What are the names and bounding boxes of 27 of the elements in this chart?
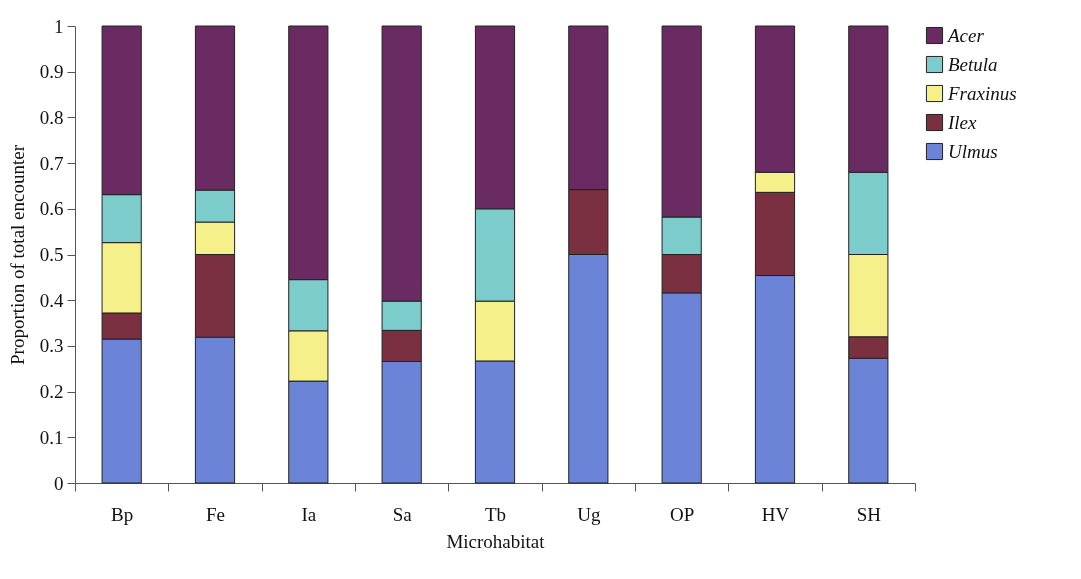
y-tick-label: 0.6 — [39, 198, 64, 220]
y-tick-label: 0.7 — [39, 152, 64, 174]
y-tick-label: 0.9 — [39, 61, 64, 83]
y-tick-label: 1 — [54, 15, 64, 37]
x-tick-label: SH — [856, 503, 882, 525]
x-tick-label: OP — [670, 503, 695, 525]
x-tick-label: Sa — [392, 503, 413, 525]
x-tick-label: Tb — [484, 503, 507, 525]
y-tick-label: 0 — [54, 472, 64, 494]
x-axis-title: Microhabitat — [446, 530, 546, 552]
x-tick-label: Bp — [111, 503, 134, 525]
y-tick-label: 0.2 — [39, 381, 64, 403]
x-tick-label: Fe — [206, 503, 225, 525]
y-axis-title: Proportion of total encounter — [6, 144, 28, 366]
legend-label: Acer — [946, 24, 985, 46]
y-tick-label: 0.4 — [39, 289, 64, 311]
legend-label: Ulmus — [948, 140, 998, 162]
y-tick-label: 0.5 — [39, 244, 64, 265]
x-tick-label: HV — [761, 503, 790, 525]
legend-label: Betula — [948, 53, 998, 75]
x-tick-label: Ug — [577, 503, 601, 525]
legend-label: Fraxinus — [947, 82, 1017, 104]
x-tick-label: Ia — [301, 503, 317, 525]
y-tick-label: 0.8 — [39, 106, 64, 128]
y-tick-label: 0.1 — [39, 426, 64, 448]
y-tick-label: 0.3 — [39, 335, 64, 357]
legend-label: Ilex — [947, 111, 978, 133]
